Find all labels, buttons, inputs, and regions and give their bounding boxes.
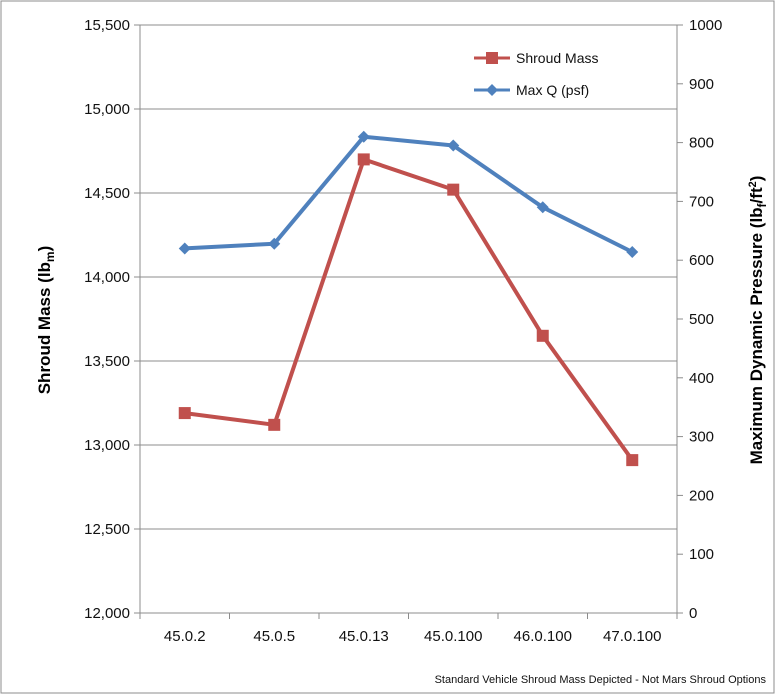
right-axis-tick-label: 600 (689, 252, 714, 269)
right-axis-tick-label: 900 (689, 76, 714, 93)
x-axis-tick-label: 45.0.13 (339, 628, 389, 645)
x-axis-tick-label: 45.0.100 (424, 628, 482, 645)
left-axis-title-main: Shroud Mass (lb (35, 262, 54, 394)
data-point-max-q-psf (536, 201, 549, 214)
x-axis-tick-label: 46.0.100 (514, 628, 572, 645)
right-axis-tick-label: 0 (689, 605, 697, 622)
data-point-shroud-mass (178, 407, 191, 420)
data-point-max-q-psf (178, 242, 191, 255)
data-point-shroud-mass (626, 454, 639, 467)
right-axis-title-sub: f (755, 202, 769, 207)
left-axis-tick-label: 15,500 (84, 17, 130, 34)
right-axis-title-main: Maximum Dynamic Pressure (lb (747, 207, 766, 464)
data-point-shroud-mass (536, 329, 549, 342)
data-point-max-q-psf (626, 245, 639, 258)
legend-label-max-q: Max Q (psf) (516, 82, 589, 98)
x-axis-tick-labels: 45.0.2 45.0.5 45.0.13 45.0.100 46.0.100 47.0.… (164, 628, 662, 645)
right-axis-title-mid: /ft (747, 187, 766, 203)
right-axis-title: Maximum Dynamic Pressure (lbf/ft2) (747, 176, 769, 465)
right-axis-tick-label: 300 (689, 429, 714, 446)
left-axis-title-sub: m (43, 251, 57, 262)
left-axis-tick-label: 13,000 (84, 437, 130, 454)
x-axis-tick-label: 47.0.100 (603, 628, 661, 645)
series-line-shroud-mass (184, 157, 634, 462)
footnote: Standard Vehicle Shroud Mass Depicted - … (435, 674, 767, 686)
x-axis-tick-label: 45.0.5 (253, 628, 295, 645)
left-axis-tick-label: 12,500 (84, 521, 130, 538)
data-point-shroud-mass (357, 153, 370, 166)
legend-label-shroud-mass: Shroud Mass (516, 50, 598, 66)
right-axis-tick-label: 100 (689, 546, 714, 563)
data-point-shroud-mass (268, 418, 281, 431)
left-axis-title: Shroud Mass (lbm) (35, 246, 57, 395)
left-axis-tick-label: 12,000 (84, 605, 130, 622)
left-axis-tick-label: 13,500 (84, 353, 130, 370)
right-axis-tick-label: 700 (689, 193, 714, 210)
right-axis-tick-label: 1000 (689, 17, 722, 34)
left-axis-tick-label: 15,000 (84, 101, 130, 118)
left-axis-tick-label: 14,000 (84, 269, 130, 286)
series-line-max-q-psf (184, 134, 634, 254)
right-axis-tick-labels: 0 100 200 300 400 500 600 700 800 900 1000 (689, 17, 722, 622)
axes (134, 24, 683, 619)
left-axis-title-tail: ) (35, 246, 54, 252)
data-point-max-q-psf (447, 139, 460, 152)
legend: Shroud Mass Max Q (psf) (474, 50, 598, 98)
legend-marker-shroud-mass (486, 52, 498, 64)
legend-item-max-q: Max Q (psf) (474, 82, 589, 98)
legend-marker-max-q (486, 84, 498, 96)
right-axis-tick-label: 800 (689, 135, 714, 152)
data-point-shroud-mass (447, 183, 460, 196)
right-axis-title-sup: 2 (747, 181, 759, 187)
data-point-max-q-psf (357, 130, 370, 143)
right-axis-tick-label: 400 (689, 370, 714, 387)
left-axis-tick-label: 14,500 (84, 185, 130, 202)
gridlines (140, 24, 677, 530)
data-point-max-q-psf (268, 237, 281, 250)
legend-item-shroud-mass: Shroud Mass (474, 50, 598, 66)
data-series (178, 130, 639, 467)
right-axis-tick-label: 200 (689, 487, 714, 504)
right-axis-title-tail: ) (747, 176, 766, 182)
right-axis-tick-label: 500 (689, 311, 714, 328)
x-axis-tick-label: 45.0.2 (164, 628, 206, 645)
left-axis-tick-labels: 12,000 12,500 13,000 13,500 14,000 14,500 15,0… (84, 17, 130, 622)
